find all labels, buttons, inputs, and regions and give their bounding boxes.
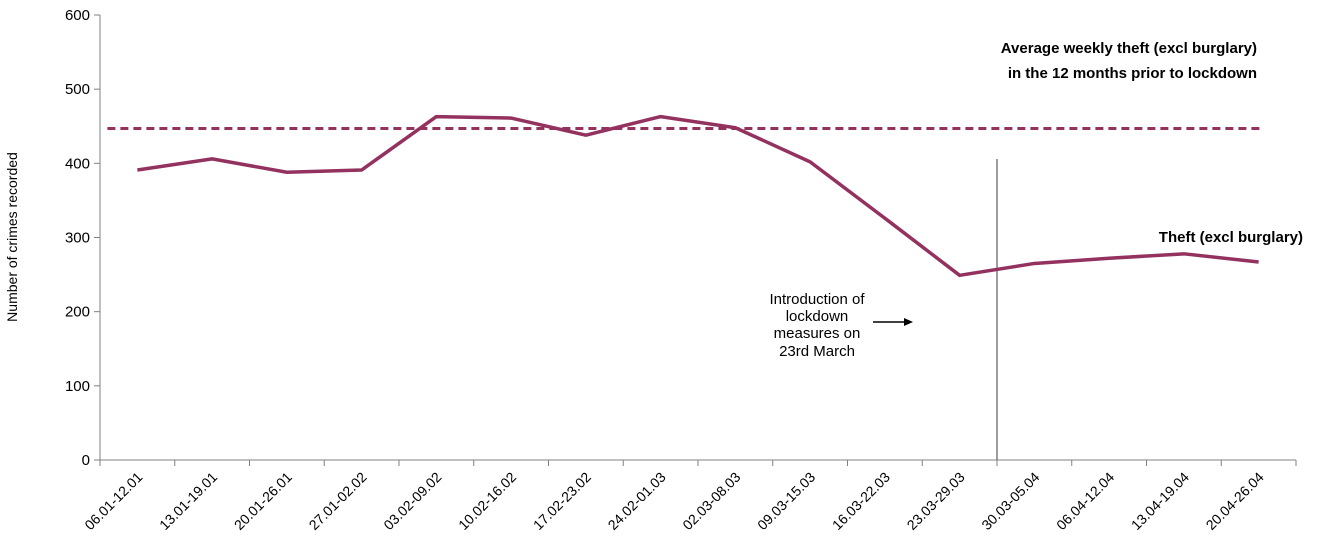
lockdown-arrow-head bbox=[904, 318, 913, 326]
y-tick-label: 300 bbox=[65, 230, 90, 247]
x-axis: 06.01-12.01 13.01-19.01 20.01-26.01 27.01-0… bbox=[81, 459, 1297, 533]
data-point bbox=[883, 216, 887, 220]
x-tick-label: 24.02-01.03 bbox=[605, 469, 669, 533]
series-theft: Theft (excl burglary) bbox=[135, 114, 1303, 278]
series-points bbox=[135, 115, 1260, 278]
x-tick-label: 13.04-19.04 bbox=[1128, 469, 1192, 533]
y-axis: 0 100 200 300 400 500 600 Number of crimes rec… bbox=[4, 7, 101, 469]
y-tick-label: 400 bbox=[65, 155, 90, 172]
data-point bbox=[434, 115, 438, 119]
lockdown-label-line-2: lockdown bbox=[786, 308, 849, 325]
data-point bbox=[135, 168, 139, 172]
y-tick-label: 500 bbox=[65, 81, 90, 98]
reference-average-label-line-1: Average weekly theft (excl burglary) bbox=[1001, 40, 1257, 57]
data-point bbox=[1182, 252, 1186, 256]
x-tick-label: 06.04-12.04 bbox=[1053, 469, 1117, 533]
lockdown-annotation: Introduction of lockdown measures on 23r… bbox=[769, 159, 998, 460]
x-tick-label: 09.03-15.03 bbox=[754, 469, 818, 533]
x-ticks: 06.01-12.01 13.01-19.01 20.01-26.01 27.01-0… bbox=[81, 460, 1297, 533]
x-tick-label: 03.02-09.02 bbox=[380, 469, 444, 533]
data-point bbox=[584, 133, 588, 137]
series-line-theft bbox=[137, 114, 1259, 278]
data-point bbox=[808, 160, 812, 164]
lockdown-label-line-1: Introduction of bbox=[769, 291, 865, 308]
lockdown-label-line-3: measures on bbox=[774, 325, 861, 342]
data-point bbox=[659, 115, 663, 119]
x-tick-label: 16.03-22.03 bbox=[829, 469, 893, 533]
x-tick-label: 30.03-05.04 bbox=[978, 469, 1042, 533]
x-tick-label: 20.04-26.04 bbox=[1203, 469, 1267, 533]
data-point bbox=[733, 126, 737, 130]
x-tick-label: 10.02-16.02 bbox=[455, 469, 519, 533]
reference-average-label-line-2: in the 12 months prior to lockdown bbox=[1008, 65, 1257, 82]
x-tick-label: 27.01-02.02 bbox=[306, 469, 370, 533]
x-tick-label: 20.01-26.01 bbox=[231, 469, 295, 533]
y-ticks: 0 100 200 300 400 500 600 bbox=[65, 7, 100, 469]
y-tick-label: 600 bbox=[65, 7, 90, 24]
y-tick-label: 200 bbox=[65, 304, 90, 321]
x-tick-label: 13.01-19.01 bbox=[156, 469, 220, 533]
data-point bbox=[1032, 261, 1036, 265]
y-tick-label: 100 bbox=[65, 378, 90, 395]
x-tick-label: 02.03-08.03 bbox=[679, 469, 743, 533]
x-tick-label: 23.03-29.03 bbox=[904, 469, 968, 533]
data-point bbox=[210, 157, 214, 161]
x-tick-label: 17.02-23.02 bbox=[530, 469, 594, 533]
x-tick-label: 06.01-12.01 bbox=[81, 469, 145, 533]
data-point bbox=[360, 168, 364, 172]
series-label-theft: Theft (excl burglary) bbox=[1159, 229, 1303, 246]
data-point bbox=[509, 116, 513, 120]
y-tick-label: 0 bbox=[82, 452, 90, 469]
data-point bbox=[958, 273, 962, 277]
data-point bbox=[285, 170, 289, 174]
data-point bbox=[1257, 260, 1261, 264]
data-point bbox=[1107, 256, 1111, 260]
y-axis-title: Number of crimes recorded bbox=[4, 152, 20, 322]
lockdown-label-line-4: 23rd March bbox=[779, 343, 855, 360]
reference-average-group: Average weekly theft (excl burglary) in … bbox=[107, 40, 1261, 130]
